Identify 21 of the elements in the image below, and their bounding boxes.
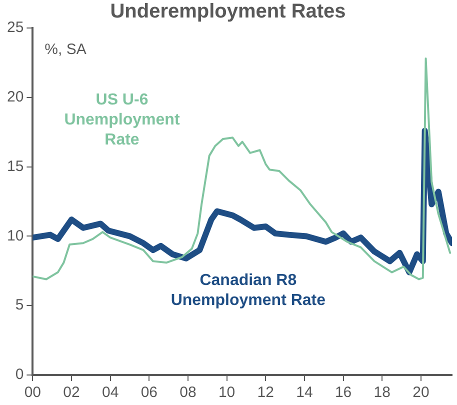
y-tick-label: 5 <box>15 296 24 314</box>
y-tick-label: 25 <box>6 19 24 36</box>
x-tick-label: 16 <box>334 384 352 402</box>
x-tick-label: 10 <box>218 384 236 402</box>
x-tick-label: 14 <box>296 384 313 402</box>
y-tick-label: 20 <box>6 88 24 106</box>
x-tick-label: 04 <box>102 384 119 402</box>
chart-title: Underemployment Rates <box>110 0 346 23</box>
y-tick-label: 10 <box>6 227 24 244</box>
series-label: Canadian R8 Unemployment Rate <box>170 272 326 310</box>
x-tick-label: 08 <box>180 384 196 402</box>
y-tick-label: 15 <box>6 158 24 175</box>
x-tick-label: 06 <box>140 384 158 402</box>
x-tick-label: 02 <box>63 384 80 402</box>
x-tick-label: 18 <box>374 384 390 402</box>
x-tick-label: 00 <box>24 384 42 402</box>
x-tick-label: 20 <box>412 384 430 402</box>
series-label: US U-6 Unemployment Rate <box>64 92 180 149</box>
y-axis-title: %, SA <box>44 41 86 58</box>
y-tick-label: 0 <box>15 366 24 384</box>
x-tick-label: 12 <box>257 384 274 402</box>
